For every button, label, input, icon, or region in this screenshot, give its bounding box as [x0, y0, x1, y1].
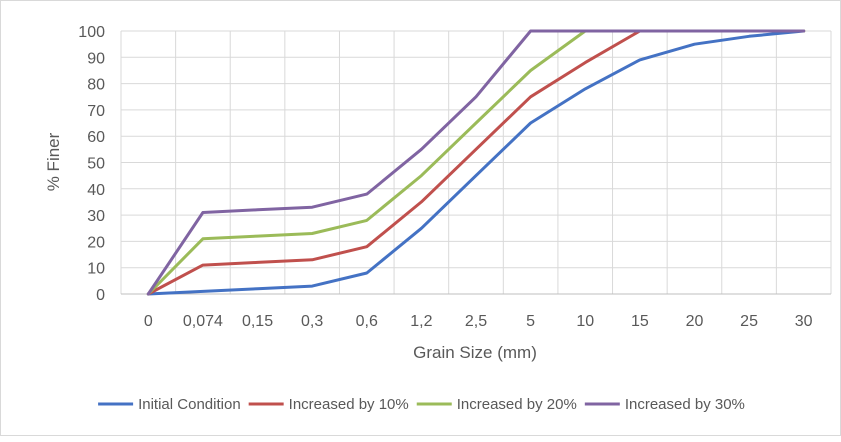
legend-label: Increased by 20%	[457, 396, 577, 413]
legend-item-1: Initial Condition	[98, 396, 241, 413]
y-tick-label: 100	[78, 24, 105, 41]
x-tick-label: 1,2	[410, 313, 432, 330]
x-tick-label: 0,15	[242, 313, 273, 330]
x-tick-label: 5	[526, 313, 535, 330]
x-tick-label: 0,074	[183, 313, 223, 330]
legend-item-3: Increased by 20%	[416, 396, 577, 413]
x-tick-label: 0	[144, 313, 153, 330]
series-line-1	[146, 29, 806, 296]
x-tick-label: 0,6	[356, 313, 378, 330]
legend-item-4: Increased by 30%	[584, 396, 745, 413]
legend-label: Increased by 30%	[625, 396, 745, 413]
y-axis-title: % Finer	[44, 132, 63, 191]
x-axis-title: Grain Size (mm)	[413, 343, 537, 362]
y-tick-label: 10	[87, 261, 105, 278]
legend-item-2: Increased by 10%	[248, 396, 409, 413]
y-tick-label: 60	[87, 129, 105, 146]
y-tick-label: 80	[87, 77, 105, 94]
gridlines	[120, 30, 832, 294]
y-tick-label: 0	[96, 287, 105, 304]
x-tick-label: 2,5	[465, 313, 487, 330]
x-tick-label: 20	[686, 313, 704, 330]
series-lines	[146, 29, 806, 296]
y-tick-label: 40	[87, 182, 105, 199]
y-tick-label: 50	[87, 156, 105, 173]
x-tick-label: 10	[576, 313, 594, 330]
x-tick-label: 25	[740, 313, 758, 330]
x-tick-label: 15	[631, 313, 649, 330]
x-tick-label: 0,3	[301, 313, 323, 330]
y-axis-ticks: 0 10 20 30 40 50 60 70 80 90 100	[78, 24, 105, 304]
y-tick-label: 20	[87, 234, 105, 251]
y-tick-label: 70	[87, 103, 105, 120]
x-axis-ticks: 0 0,074 0,15 0,3 0,6 1,2 2,5 5 10 15 20 25 30	[144, 313, 813, 330]
series-line-4	[146, 29, 806, 296]
y-tick-label: 30	[87, 208, 105, 225]
legend-label: Initial Condition	[138, 396, 241, 413]
legend-label: Increased by 10%	[289, 396, 409, 413]
x-tick-label: 30	[795, 313, 813, 330]
legend: Initial Condition Increased by 10% Increas…	[98, 396, 745, 413]
y-tick-label: 90	[87, 50, 105, 67]
